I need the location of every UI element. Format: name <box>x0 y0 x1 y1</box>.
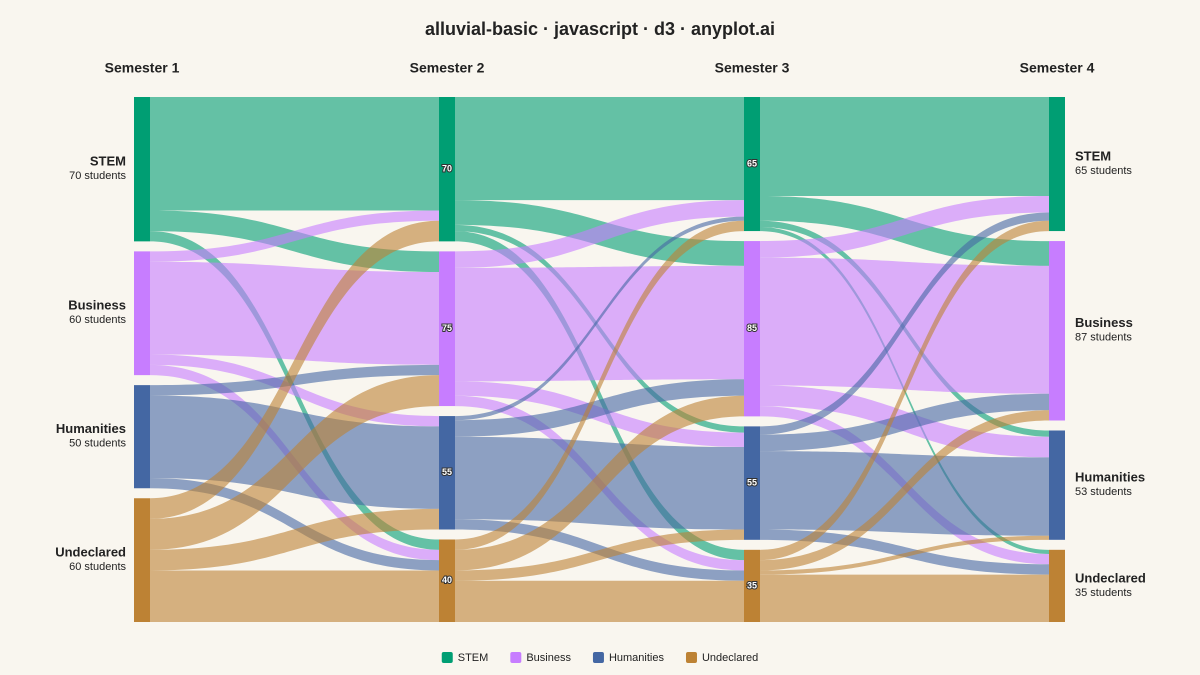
legend-swatch <box>592 652 604 663</box>
node-value-label: 55 <box>747 477 757 487</box>
legend-swatch <box>685 652 697 663</box>
legend-label: Humanities <box>609 652 665 664</box>
node-label: Humanities <box>56 421 126 436</box>
flow <box>150 210 439 262</box>
node <box>439 251 455 407</box>
legend: STEM Business Humanities Undeclared <box>441 652 758 664</box>
flow <box>455 395 744 571</box>
node <box>1049 430 1065 540</box>
flow <box>455 580 744 622</box>
node-label: Undeclared <box>1075 570 1146 585</box>
flow <box>455 200 744 268</box>
node <box>1049 549 1065 622</box>
flow <box>150 477 439 571</box>
node <box>134 498 150 622</box>
node <box>744 549 760 622</box>
node <box>439 416 455 530</box>
node-label: STEM <box>1075 148 1111 163</box>
legend-swatch <box>510 652 522 663</box>
flow <box>455 220 744 550</box>
legend-label: Undeclared <box>702 652 758 664</box>
node <box>1049 241 1065 421</box>
flow <box>455 97 744 201</box>
node-value-label: 85 <box>747 323 757 333</box>
node-value-label: 35 <box>747 580 757 590</box>
flows <box>150 97 1049 622</box>
node-value-label: 65 <box>747 158 757 168</box>
stage-label: Semester 3 <box>715 60 790 76</box>
flow <box>150 354 439 427</box>
node-value-label: 53 students <box>1075 486 1132 498</box>
node <box>134 97 150 242</box>
node-value-label: 87 students <box>1075 332 1132 344</box>
node-label: Undeclared <box>55 545 126 560</box>
flow <box>150 508 439 571</box>
node-value-label: 65 students <box>1075 165 1132 177</box>
flow <box>760 574 1049 622</box>
flow <box>455 265 744 382</box>
flow <box>455 529 744 581</box>
flow <box>760 97 1049 196</box>
legend-swatch <box>441 652 453 663</box>
flow <box>760 220 1049 561</box>
node-value-label: 50 students <box>69 438 126 450</box>
flow <box>760 393 1049 452</box>
node-value-label: 40 <box>442 575 452 585</box>
flow <box>150 97 439 211</box>
node <box>134 385 150 489</box>
flow <box>760 410 1049 571</box>
node-value-label: 55 <box>442 467 452 477</box>
stage-label: Semester 2 <box>410 60 485 76</box>
stage-label: Semester 4 <box>1020 60 1095 76</box>
node <box>1049 97 1065 232</box>
node-label: Business <box>1075 315 1133 330</box>
flow <box>760 529 1049 575</box>
flow <box>150 375 439 550</box>
node <box>134 251 150 376</box>
node <box>744 97 760 232</box>
flow <box>455 379 744 437</box>
node-value-label: 60 students <box>69 561 126 573</box>
flow <box>150 570 439 622</box>
flow <box>455 231 744 561</box>
node-value-label: 70 <box>442 164 452 174</box>
node <box>439 97 455 242</box>
node <box>439 539 455 622</box>
flow <box>760 535 1049 575</box>
legend-label: Business <box>526 652 571 664</box>
flow <box>760 196 1049 258</box>
node-value-label: 60 students <box>69 314 126 326</box>
node <box>744 426 760 540</box>
flow <box>150 261 439 365</box>
legend-label: STEM <box>458 652 489 664</box>
stage-label: Semester 1 <box>105 60 180 76</box>
node-value-label: 70 students <box>69 170 126 182</box>
node <box>744 241 760 417</box>
flow <box>760 212 1049 435</box>
chart-title: alluvial-basic · javascript · d3 · anypl… <box>425 19 775 39</box>
flow <box>455 216 744 421</box>
node-value-label: 75 <box>442 323 452 333</box>
flow <box>150 220 439 519</box>
node-value-label: 35 students <box>1075 587 1132 599</box>
node-label: STEM <box>90 154 126 169</box>
node-label: Business <box>68 298 126 313</box>
node-label: Humanities <box>1075 470 1145 485</box>
